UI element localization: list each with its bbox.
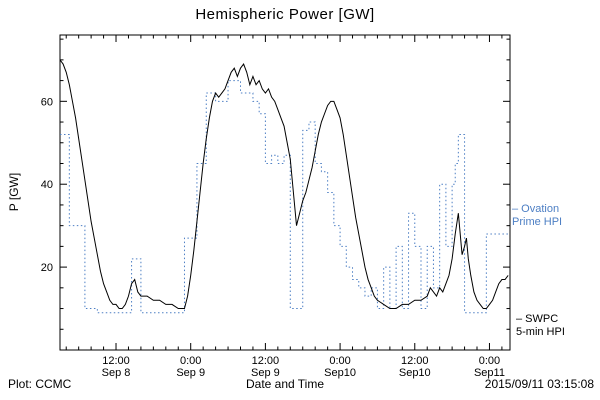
y-tick-label: 60 [41, 96, 53, 108]
x-tick-time-label: 0:00 [329, 355, 350, 367]
legend-ovation: – Ovation Prime HPI [512, 203, 562, 229]
plot-credit: Plot: CCMC [8, 377, 72, 391]
x-tick-date-label: Sep10 [324, 367, 356, 379]
timestamp: 2015/09/11 03:15:08 [484, 377, 594, 391]
series-path-ovation-prime-hpi [60, 80, 509, 314]
legend-swpc: – SWPC 5-min HPI [516, 313, 565, 339]
x-tick-time-label: 0:00 [479, 355, 500, 367]
x-tick-date-label: Sep 9 [176, 367, 205, 379]
legend-swpc-line1: – SWPC [516, 313, 559, 325]
x-tick-date-label: Sep 9 [251, 367, 280, 379]
x-tick-time-label: 12:00 [102, 355, 130, 367]
x-tick-time-label: 12:00 [401, 355, 429, 367]
y-tick-label: 40 [41, 179, 53, 191]
x-tick-date-label: Sep10 [399, 367, 431, 379]
legend-ovation-line1: – Ovation [512, 203, 560, 215]
x-tick-date-label: Sep 8 [102, 367, 131, 379]
x-tick-time-label: 0:00 [180, 355, 201, 367]
x-tick-date-label: Sep11 [474, 367, 505, 379]
x-tick-time-label: 12:00 [252, 355, 280, 367]
y-tick-label: 20 [41, 262, 53, 274]
x-axis-label: Date and Time [245, 377, 325, 391]
axes-frame [59, 34, 511, 351]
legend-swpc-line2: 5-min HPI [516, 326, 565, 338]
series-path-swpc-5-min-hpi [59, 59, 509, 310]
chart-title: Hemispheric Power [GW] [195, 6, 375, 23]
legend-ovation-line2: Prime HPI [512, 216, 563, 228]
